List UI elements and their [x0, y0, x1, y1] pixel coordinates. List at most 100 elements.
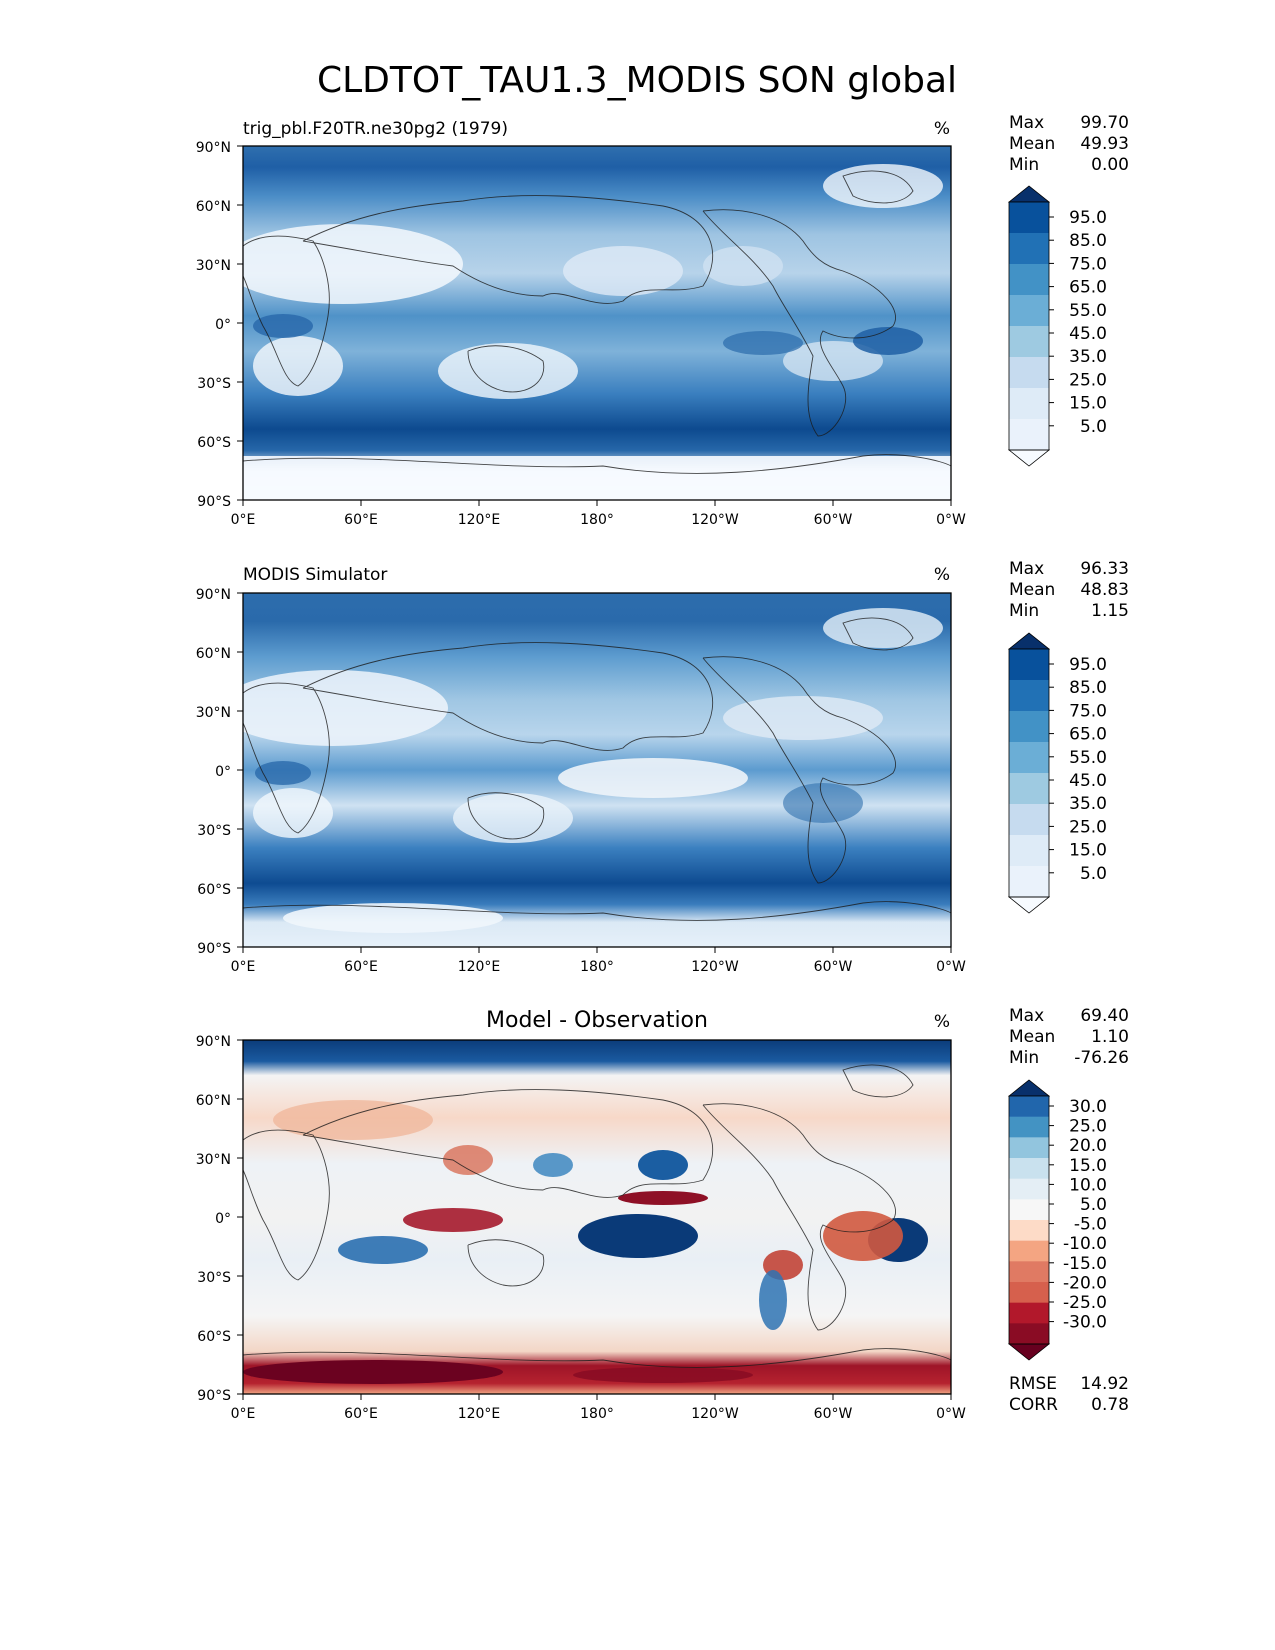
colorbar-segment	[1009, 1240, 1049, 1262]
panel-1-mean-label: Mean	[1009, 134, 1055, 154]
colorbar-tick-label: 25.0	[1069, 1117, 1107, 1137]
panel-1-xtick-label: 120°W	[691, 512, 739, 528]
panel-3-ytick-label: 90°S	[197, 1388, 231, 1404]
panel-1-title: trig_pbl.F20TR.ne30pg2 (1979)	[243, 119, 508, 139]
panel-2-colorbar: 95.0 85.0 75.0 65.0 55.0 45.0 35.0 25.0 15.0 5.0	[1007, 632, 1107, 914]
panel-2-xtick-label: 60°E	[344, 959, 378, 975]
colorbar-segment	[1009, 649, 1049, 681]
panel-1-ytick-label: 30°S	[197, 376, 231, 392]
colorbar-segment	[1009, 773, 1049, 805]
colorbar-tick-label: 5.0	[1080, 864, 1107, 884]
panel-1-ytick-label: 30°N	[196, 258, 231, 274]
panel-2-ytick-label: 90°S	[197, 941, 231, 957]
panel-3-xtick-label: 120°E	[458, 1406, 501, 1422]
colorbar-segment	[1009, 1137, 1049, 1159]
panel-3-max-value: 69.40	[1080, 1006, 1129, 1026]
colorbar-segment	[1009, 419, 1049, 451]
panel-1-xtick-label: 0°E	[231, 512, 256, 528]
panel-1-map	[242, 145, 952, 501]
colorbar-segment	[1009, 202, 1049, 234]
colorbar-frame	[1008, 1095, 1050, 1345]
colorbar-segment	[1009, 1178, 1049, 1200]
colorbar-extend-bottom	[1007, 449, 1051, 467]
panel-1-min-value: 0.00	[1091, 155, 1129, 175]
colorbar-segment	[1009, 295, 1049, 327]
corr-value: 0.78	[1091, 1395, 1129, 1415]
panel-2-title: MODIS Simulator	[243, 565, 387, 585]
colorbar-tick-label: 10.0	[1069, 1175, 1107, 1195]
colorbar-tick-label: 55.0	[1069, 748, 1107, 768]
panel-2-ytick-label: 90°N	[196, 587, 231, 603]
colorbar-tick-label: 5.0	[1080, 1195, 1107, 1215]
panel-2-xtick-label: 60°W	[814, 959, 853, 975]
colorbar-tick-label: 20.0	[1069, 1136, 1107, 1156]
colorbar-segment	[1009, 804, 1049, 836]
panel-2-yticks: 90°N 60°N 30°N 0° 30°S 60°S 90°S	[196, 587, 243, 957]
panel-2-ytick-label: 30°S	[197, 823, 231, 839]
panel-1-ytick-label: 90°S	[197, 494, 231, 510]
figure-title: CLDTOT_TAU1.3_MODIS SON global	[317, 60, 957, 101]
panel-3-xtick-label: 0°W	[936, 1406, 966, 1422]
colorbar-tick-label: 75.0	[1069, 254, 1107, 274]
colorbar-tick-label: -25.0	[1063, 1293, 1107, 1313]
panel-3-stats: Max 69.40 Mean 1.10 Min -76.26	[1009, 1006, 1129, 1068]
panel-2-min-label: Min	[1009, 601, 1039, 621]
colorbar-tick-label: 55.0	[1069, 301, 1107, 321]
panel-3-map	[242, 1039, 952, 1395]
panel-3-ytick-label: 30°N	[196, 1152, 231, 1168]
panel-1-stats: Max 99.70 Mean 49.93 Min 0.00	[1009, 113, 1129, 175]
panel-3-mean-value: 1.10	[1091, 1027, 1129, 1047]
colorbar-tick-label: 65.0	[1069, 278, 1107, 298]
panel-1-xtick-label: 120°E	[458, 512, 501, 528]
panel-3-ytick-label: 60°S	[197, 1329, 231, 1345]
panel-2-xticks: 0°E 60°E 120°E 180° 120°W 60°W 0°W	[231, 947, 966, 975]
colorbar-segment	[1009, 1323, 1049, 1345]
colorbar-segment	[1009, 1158, 1049, 1180]
colorbar-tick-label: 85.0	[1069, 231, 1107, 251]
colorbar-tick-label: 85.0	[1069, 678, 1107, 698]
panel-2-map	[242, 592, 952, 948]
colorbar-frame	[1008, 201, 1050, 451]
colorbar-tick-label: -10.0	[1063, 1234, 1107, 1254]
panel-2-min-value: 1.15	[1091, 601, 1129, 621]
colorbar-tick-label: 95.0	[1069, 655, 1107, 675]
colorbar-tick-label: 30.0	[1069, 1097, 1107, 1117]
panel-1-min-label: Min	[1009, 155, 1039, 175]
colorbar-segment	[1009, 357, 1049, 389]
panel-2-xtick-label: 0°W	[936, 959, 966, 975]
panel-1-xtick-label: 60°W	[814, 512, 853, 528]
panel-3-title: Model - Observation	[486, 1008, 708, 1033]
colorbar-extend-top	[1007, 185, 1051, 203]
panel-2-mean-label: Mean	[1009, 580, 1055, 600]
panel-1-ytick-label: 0°	[215, 317, 231, 333]
panel-3-xtick-label: 60°W	[814, 1406, 853, 1422]
panel-2-xtick-label: 120°W	[691, 959, 739, 975]
colorbar-extend-top	[1007, 1079, 1051, 1097]
panel-2-ytick-label: 30°N	[196, 705, 231, 721]
colorbar-extend-bottom	[1007, 896, 1051, 914]
rmse-value: 14.92	[1080, 1374, 1129, 1394]
colorbar-tick-label: 35.0	[1069, 347, 1107, 367]
panel-1-xtick-label: 60°E	[344, 512, 378, 528]
colorbar-extend-bottom	[1007, 1343, 1051, 1361]
panel-2-ytick-label: 0°	[215, 764, 231, 780]
colorbar-tick-label: -5.0	[1074, 1215, 1107, 1235]
panel-3-xtick-label: 0°E	[231, 1406, 256, 1422]
colorbar-segment	[1009, 680, 1049, 712]
colorbar-tick-label: 25.0	[1069, 817, 1107, 837]
colorbar-tick-label: 45.0	[1069, 771, 1107, 791]
panel-1-ytick-label: 60°N	[196, 199, 231, 215]
colorbar-tick-label: 75.0	[1069, 701, 1107, 721]
colorbar-segment	[1009, 1261, 1049, 1283]
panel-1-colorbar: 95.0 85.0 75.0 65.0 55.0 45.0 35.0 25.0 15.0 5.0	[1007, 185, 1107, 467]
panel-3-min-label: Min	[1009, 1048, 1039, 1068]
panel-2-max-label: Max	[1009, 559, 1044, 579]
colorbar-tick-label: -20.0	[1063, 1273, 1107, 1293]
panel-1-coastlines	[242, 170, 952, 474]
colorbar-tick-label: 95.0	[1069, 208, 1107, 228]
panel-2-max-value: 96.33	[1080, 559, 1129, 579]
colorbar-segment	[1009, 1096, 1049, 1118]
panel-1-xtick-label: 0°W	[936, 512, 966, 528]
panel-3-unit: %	[934, 1012, 950, 1032]
